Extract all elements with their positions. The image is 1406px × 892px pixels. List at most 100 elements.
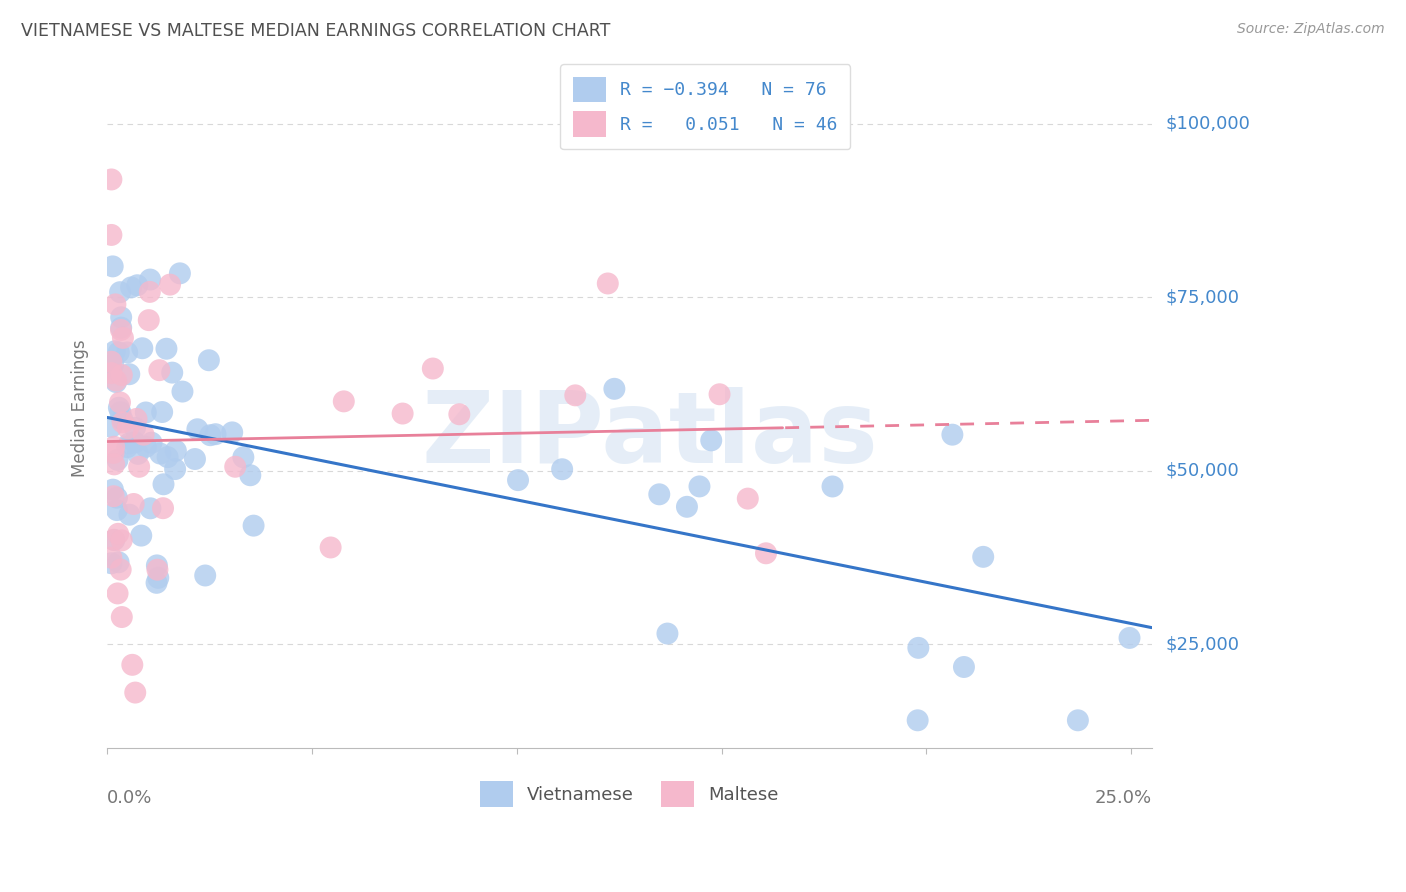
- Point: [186, 422, 208, 436]
- Y-axis label: Median Earnings: Median Earnings: [72, 340, 89, 477]
- Point: [162, 366, 184, 380]
- Point: [564, 388, 586, 402]
- Point: [953, 660, 976, 674]
- Point: [156, 450, 179, 464]
- Point: [110, 323, 132, 337]
- Point: [146, 558, 169, 573]
- Text: ZIPatlas: ZIPatlas: [422, 387, 879, 484]
- Point: [141, 435, 163, 450]
- Point: [110, 563, 132, 577]
- Point: [101, 260, 124, 274]
- Point: [688, 479, 710, 493]
- Point: [149, 447, 172, 461]
- Point: [449, 407, 471, 421]
- Point: [107, 586, 129, 600]
- Point: [132, 427, 155, 442]
- Point: [103, 533, 125, 547]
- Point: [198, 353, 221, 368]
- Point: [103, 489, 125, 503]
- Point: [755, 546, 778, 560]
- Point: [135, 405, 157, 419]
- Point: [104, 344, 127, 359]
- Point: [138, 313, 160, 327]
- Point: [100, 361, 122, 376]
- Point: [110, 405, 132, 419]
- Point: [152, 501, 174, 516]
- Point: [100, 366, 122, 380]
- Legend: Vietnamese, Maltese: Vietnamese, Maltese: [474, 773, 786, 814]
- Point: [657, 626, 679, 640]
- Point: [224, 459, 246, 474]
- Point: [200, 428, 222, 442]
- Point: [107, 453, 129, 467]
- Point: [110, 320, 132, 334]
- Point: [221, 425, 243, 440]
- Point: [103, 357, 125, 371]
- Point: [127, 447, 149, 461]
- Point: [129, 528, 152, 542]
- Point: [101, 483, 124, 497]
- Point: [135, 440, 157, 454]
- Point: [121, 657, 143, 672]
- Point: [100, 420, 122, 434]
- Point: [124, 685, 146, 699]
- Point: [737, 491, 759, 506]
- Text: $100,000: $100,000: [1166, 115, 1250, 133]
- Point: [165, 443, 187, 458]
- Point: [117, 421, 139, 435]
- Text: $50,000: $50,000: [1166, 462, 1239, 480]
- Point: [169, 266, 191, 280]
- Text: VIETNAMESE VS MALTESE MEDIAN EARNINGS CORRELATION CHART: VIETNAMESE VS MALTESE MEDIAN EARNINGS CO…: [21, 22, 610, 40]
- Point: [155, 342, 177, 356]
- Point: [131, 341, 153, 355]
- Point: [139, 501, 162, 516]
- Point: [551, 462, 574, 476]
- Point: [115, 345, 138, 359]
- Point: [103, 458, 125, 472]
- Point: [110, 310, 132, 325]
- Point: [107, 555, 129, 569]
- Point: [111, 533, 134, 548]
- Point: [391, 407, 413, 421]
- Point: [146, 563, 169, 577]
- Point: [148, 571, 170, 585]
- Point: [972, 549, 994, 564]
- Point: [139, 285, 162, 299]
- Point: [108, 285, 131, 300]
- Text: 0.0%: 0.0%: [107, 789, 153, 806]
- Point: [111, 368, 134, 382]
- Point: [172, 384, 194, 399]
- Point: [821, 479, 844, 493]
- Point: [100, 556, 122, 570]
- Text: $75,000: $75,000: [1166, 288, 1240, 306]
- Point: [100, 172, 122, 186]
- Point: [125, 412, 148, 426]
- Point: [103, 440, 125, 454]
- Point: [103, 533, 125, 547]
- Point: [105, 375, 128, 389]
- Point: [676, 500, 699, 514]
- Point: [148, 363, 170, 377]
- Point: [145, 575, 167, 590]
- Point: [100, 355, 122, 369]
- Point: [184, 452, 207, 467]
- Point: [108, 401, 131, 415]
- Point: [150, 405, 173, 419]
- Point: [941, 427, 963, 442]
- Point: [105, 491, 128, 505]
- Point: [124, 421, 146, 435]
- Text: $25,000: $25,000: [1166, 635, 1240, 653]
- Point: [603, 382, 626, 396]
- Point: [242, 518, 264, 533]
- Point: [100, 550, 122, 565]
- Point: [907, 714, 929, 728]
- Point: [111, 412, 134, 426]
- Point: [118, 436, 141, 450]
- Point: [111, 415, 134, 429]
- Point: [118, 508, 141, 522]
- Point: [127, 278, 149, 293]
- Point: [709, 387, 731, 401]
- Point: [700, 434, 723, 448]
- Point: [1118, 631, 1140, 645]
- Point: [194, 568, 217, 582]
